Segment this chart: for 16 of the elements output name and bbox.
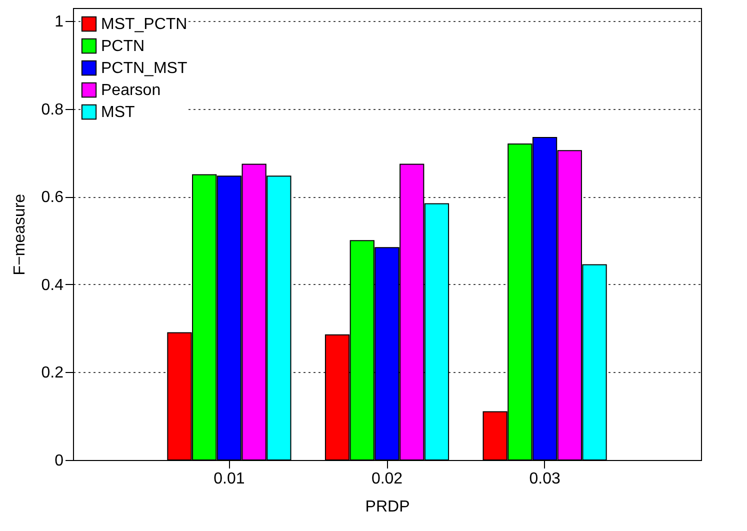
x-tick-label: 0.02	[371, 470, 403, 488]
y-tick-label: 0.4	[41, 276, 64, 294]
legend-label: MST_PCTN	[101, 16, 188, 33]
x-tick-label: 0.01	[214, 470, 245, 488]
legend-label: PCTN_MST	[101, 60, 188, 77]
legend-label: PCTN	[101, 38, 145, 55]
legend-label: Pearson	[101, 82, 161, 99]
legend-label: MST	[101, 104, 135, 121]
y-tick-label: 0	[54, 452, 64, 470]
y-axis-title: F−measure	[11, 194, 28, 276]
x-tick-label: 0.03	[529, 470, 560, 488]
y-tick-label: 0.8	[41, 101, 64, 118]
y-tick-label: 1	[54, 14, 64, 31]
x-axis-title: PRDP	[365, 498, 410, 516]
y-tick-label: 0.2	[41, 364, 64, 382]
y-tick-label: 0.6	[41, 189, 64, 206]
